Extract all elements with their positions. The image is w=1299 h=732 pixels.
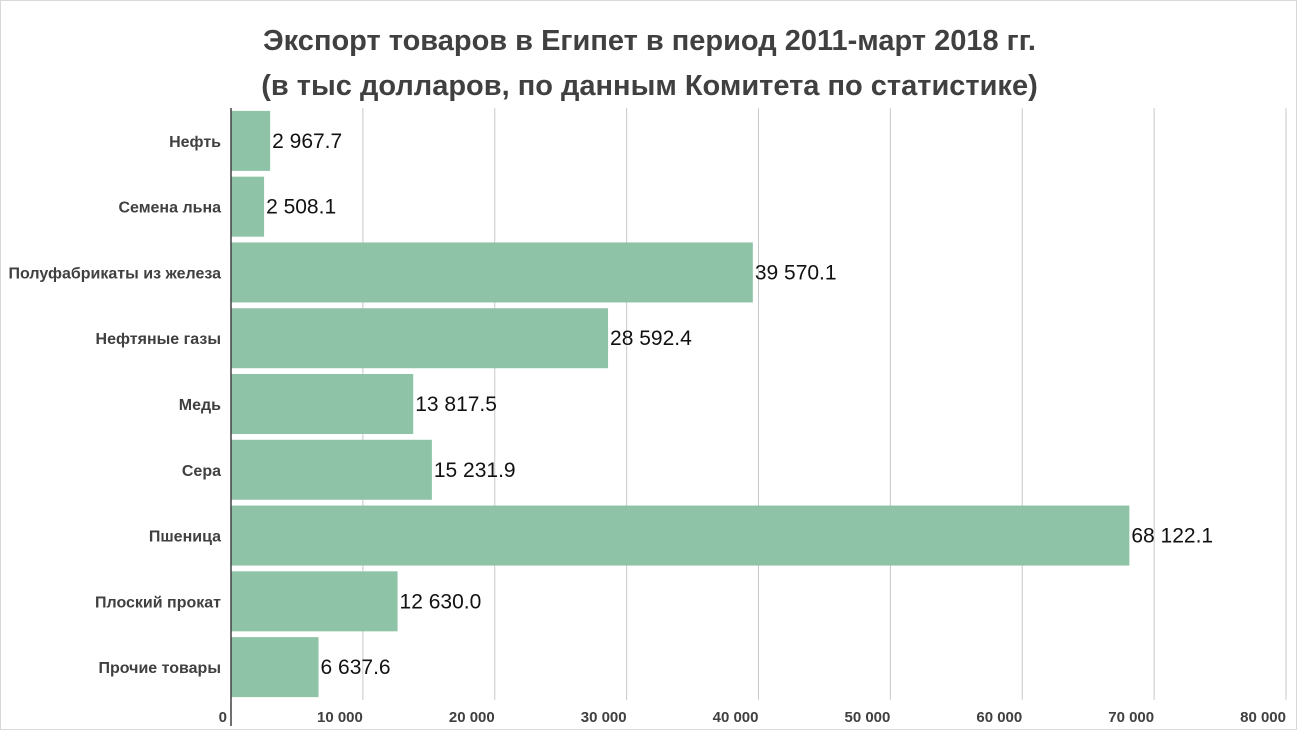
bar (231, 637, 319, 698)
value-label: 2 967.7 (272, 130, 342, 153)
value-label: 39 570.1 (755, 261, 837, 284)
value-label: 15 231.9 (434, 459, 516, 482)
category-label: Полуфабрикаты из железа (8, 265, 221, 282)
category-label: Нефтяные газы (96, 331, 221, 348)
bar (231, 374, 414, 434)
chart-title: Экспорт товаров в Египет в период 2011-м… (263, 25, 1036, 57)
category-label: Сера (182, 463, 221, 480)
bar (231, 439, 432, 500)
chart-subtitle: (в тыс долларов, по данным Комитета по с… (261, 70, 1038, 102)
bar (231, 505, 1130, 566)
category-label: Пшеница (149, 529, 221, 546)
x-axis-tick-labels: 0 10 000 20 000 30 000 40 000 50 000 60 000 70 … (219, 709, 1286, 726)
bars (231, 110, 1130, 698)
category-label: Прочие товары (99, 660, 221, 677)
gridlines (362, 108, 1287, 700)
value-label: 6 637.6 (321, 656, 391, 679)
bar (231, 308, 609, 369)
category-label: Нефть (169, 134, 221, 151)
x-tick-label: 80 000 (1240, 709, 1286, 726)
category-label: Медь (179, 397, 221, 414)
bar (231, 176, 265, 237)
value-label: 28 592.4 (610, 327, 692, 350)
x-tick-label: 40 000 (713, 709, 759, 726)
bar (231, 110, 271, 171)
x-tick-label: 70 000 (1108, 709, 1154, 726)
value-label: 2 508.1 (266, 196, 336, 219)
x-tick-label: 60 000 (976, 709, 1022, 726)
value-label: 12 630.0 (400, 590, 482, 613)
x-tick-label: 10 000 (317, 709, 363, 726)
bar (231, 571, 398, 632)
value-labels: 2 967.7 2 508.1 39 570.1 28 592.4 13 817.5 15… (266, 130, 1213, 679)
category-labels: Нефть Семена льна Полуфабрикаты из железа Н… (8, 134, 221, 677)
x-tick-label: 30 000 (581, 709, 627, 726)
x-tick-label: 20 000 (449, 709, 495, 726)
value-label: 13 817.5 (415, 393, 497, 416)
category-label: Плоский прокат (95, 594, 221, 611)
category-label: Семена льна (118, 200, 221, 217)
x-tick-label: 0 (219, 709, 227, 726)
x-tick-label: 50 000 (844, 709, 890, 726)
value-label: 68 122.1 (1131, 525, 1213, 548)
bar (231, 242, 753, 303)
